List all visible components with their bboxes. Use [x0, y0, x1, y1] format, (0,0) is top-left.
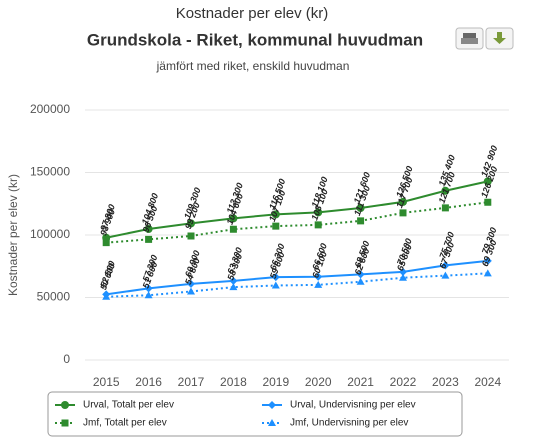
legend-label: Jmf, Totalt per elev [83, 418, 167, 429]
y-axis-label: Kostnader per elev (kr) [6, 174, 20, 296]
x-tick-label: 2023 [432, 375, 459, 389]
print-button[interactable] [455, 27, 484, 50]
point [399, 197, 407, 206]
point [483, 269, 492, 277]
series-line [106, 259, 488, 296]
point [271, 210, 280, 219]
x-tick-label: 2024 [474, 375, 501, 389]
point [441, 204, 449, 212]
point [144, 225, 153, 233]
point [483, 177, 492, 186]
point [441, 261, 450, 270]
x-tick-label: 2022 [390, 375, 417, 389]
point [229, 276, 238, 285]
point [61, 401, 69, 409]
point [356, 277, 365, 285]
y-tick-label: 50000 [37, 290, 71, 304]
x-tick-label: 2017 [178, 375, 205, 389]
point [314, 280, 323, 288]
point [484, 198, 492, 206]
point [399, 209, 407, 217]
x-tick-label: 2015 [93, 375, 120, 389]
point [272, 222, 280, 230]
point [483, 256, 492, 265]
y-tick-label: 200000 [30, 102, 70, 116]
point [268, 401, 276, 409]
point [357, 217, 365, 225]
legend-label: Urval, Totalt per elev [83, 400, 174, 411]
legend-label: Jmf, Undervisning per elev [290, 418, 408, 429]
point [187, 279, 195, 288]
point [271, 281, 280, 289]
point [356, 270, 365, 279]
point [441, 186, 450, 195]
x-tick-label: 2020 [305, 375, 332, 389]
point [314, 208, 323, 217]
point [268, 419, 276, 426]
series-line [106, 272, 488, 298]
point [144, 291, 153, 299]
chart-subtitle: Grundskola - Riket, kommunal huvudman [87, 30, 423, 49]
y-tick-label: 0 [63, 352, 70, 366]
x-tick-label: 2019 [262, 375, 289, 389]
download-button[interactable] [485, 27, 514, 50]
point [187, 287, 195, 295]
point [61, 419, 69, 427]
point [314, 272, 323, 281]
point [441, 271, 450, 279]
point [102, 292, 111, 300]
y-tick-label: 100000 [30, 227, 70, 241]
point [144, 284, 153, 293]
y-tick-label: 150000 [30, 165, 70, 179]
point [187, 219, 195, 228]
point [229, 283, 238, 291]
series-line [106, 201, 488, 244]
x-tick-label: 2021 [347, 375, 374, 389]
legend-label: Urval, Undervisning per elev [290, 400, 416, 411]
point [229, 225, 237, 233]
point [145, 235, 153, 243]
x-tick-label: 2016 [135, 375, 162, 389]
point [229, 214, 238, 223]
point [187, 232, 195, 240]
point [271, 273, 280, 282]
series-line [105, 180, 489, 239]
chart-title: Kostnader per elev (kr) [176, 5, 329, 22]
chart-caption: jämfört med riket, enskild huvudman [156, 59, 350, 73]
point [399, 267, 407, 276]
point [399, 273, 407, 281]
point [314, 221, 322, 229]
point [356, 204, 365, 212]
legend-box [47, 391, 463, 437]
x-tick-label: 2018 [220, 375, 247, 389]
point [102, 239, 110, 247]
